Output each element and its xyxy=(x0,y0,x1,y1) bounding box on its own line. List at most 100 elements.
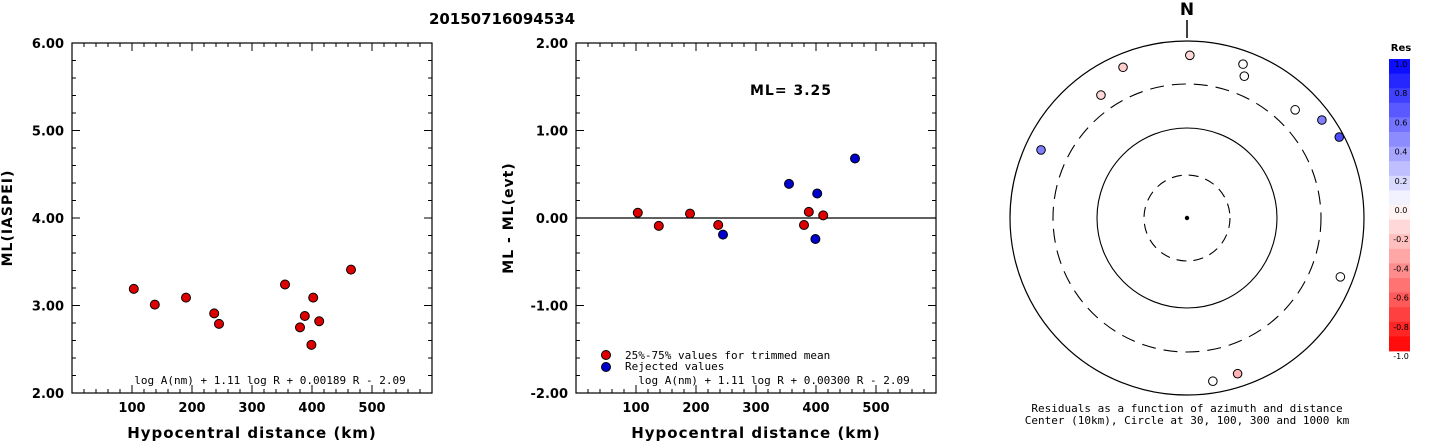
station-point xyxy=(1290,105,1300,115)
station-point xyxy=(1208,376,1218,387)
colorbar-cell xyxy=(1389,59,1410,74)
data-point xyxy=(181,292,191,303)
data-point xyxy=(653,220,664,231)
station-residual-points xyxy=(1036,50,1346,387)
colorbar-cell xyxy=(1389,336,1410,352)
station-point xyxy=(1232,368,1243,379)
plot1-ticks xyxy=(72,43,432,393)
colorbar-cell xyxy=(1389,175,1410,191)
data-point xyxy=(713,220,724,230)
legend-marker-trimmed xyxy=(601,350,611,360)
station-point xyxy=(1317,115,1327,125)
plot2-ml-annotation: ML= 3.25 xyxy=(750,83,832,99)
plot2-legend: 25%-75% values for trimmed mean Rejected… xyxy=(601,349,830,373)
residual-colorbar: Res 1.0 0.8 0.6 0.4 0.2 0.0 -0.2 -0.4 -0.6 -0.8 -1… xyxy=(1389,43,1411,361)
ring-30km xyxy=(1143,174,1231,262)
plot1-frame xyxy=(71,42,433,394)
x-tick-label: 200 xyxy=(682,401,709,416)
colorbar-tick-label: 0.4 xyxy=(1395,148,1408,157)
y-tick-label: 0.00 xyxy=(536,212,568,227)
data-point xyxy=(306,339,317,350)
colorbar-cell xyxy=(1389,190,1410,206)
data-point xyxy=(810,234,821,244)
colorbar-cell xyxy=(1389,205,1410,220)
colorbar-cell xyxy=(1389,161,1410,177)
plot1-y-tick-labels: 2.00 3.00 4.00 5.00 6.00 xyxy=(32,37,64,402)
x-tick-label: 100 xyxy=(118,401,145,416)
plot1-x-tick-labels: 100 200 300 400 500 xyxy=(118,401,385,416)
figure-title: 20150716094534 xyxy=(429,10,575,28)
data-point xyxy=(812,188,823,199)
colorbar-tick-label: 0.2 xyxy=(1395,177,1408,186)
data-point xyxy=(128,283,139,294)
data-point xyxy=(214,318,224,329)
azimuth-residual-map: N Residuals as a function of azimuth and… xyxy=(1009,0,1365,427)
station-point xyxy=(1334,132,1345,142)
plot2-x-axis-label: Hypocentral distance (km) xyxy=(631,424,881,441)
station-point xyxy=(1335,272,1346,282)
data-point xyxy=(346,264,356,275)
colorbar-tick-label: -1.0 xyxy=(1393,352,1409,361)
legend-label-rejected: Rejected values xyxy=(625,360,724,373)
colorbar-tick-label: -0.6 xyxy=(1393,294,1409,303)
colorbar-cell xyxy=(1389,88,1410,104)
station-point xyxy=(1096,90,1106,100)
colorbar-cells xyxy=(1389,59,1410,352)
data-point xyxy=(632,207,643,218)
colorbar-cell xyxy=(1389,146,1410,162)
plot1-y-axis-label: ML(IASPEI) xyxy=(0,170,16,267)
x-tick-label: 400 xyxy=(802,401,829,416)
colorbar-tick-label: 0.0 xyxy=(1395,206,1408,215)
plot1-points xyxy=(128,264,356,350)
residual-distance-plot: 100 200 300 400 500 -2.00 -1.00 0.00 1.00 2.00 M… xyxy=(501,37,937,441)
ring-100km xyxy=(1096,127,1278,309)
colorbar-tick-label: -0.2 xyxy=(1393,235,1409,244)
data-point xyxy=(299,311,310,321)
x-tick-label: 400 xyxy=(298,401,325,416)
polar-caption-line1: Residuals as a function of azimuth and d… xyxy=(1031,402,1342,415)
plot2-ticks xyxy=(576,43,936,393)
ring-300km xyxy=(1052,83,1322,353)
data-point xyxy=(308,292,319,303)
colorbar-tick-label: -0.4 xyxy=(1393,264,1409,273)
legend-label-trimmed: 25%-75% values for trimmed mean xyxy=(625,349,830,362)
colorbar-cell xyxy=(1389,73,1410,89)
colorbar-cell xyxy=(1389,117,1410,133)
y-tick-label: 2.00 xyxy=(32,387,64,402)
station-point xyxy=(1036,145,1046,155)
north-label: N xyxy=(1180,0,1194,20)
colorbar-cell xyxy=(1389,219,1410,235)
colorbar-tick-label: 0.6 xyxy=(1395,118,1408,127)
colorbar-cell xyxy=(1389,102,1410,118)
data-point xyxy=(280,279,290,290)
x-tick-label: 300 xyxy=(742,401,769,416)
polar-caption-line2: Center (10km), Circle at 30, 100, 300 an… xyxy=(1025,414,1350,427)
plot2-y-tick-labels: -2.00 -1.00 0.00 1.00 2.00 xyxy=(531,37,568,402)
colorbar-cell xyxy=(1389,321,1410,337)
ml-distance-plot: 100 200 300 400 500 2.00 3.00 4.00 5.00 6.00 log… xyxy=(0,37,433,441)
y-tick-label: 1.00 xyxy=(536,125,568,140)
plot2-x-tick-labels: 100 200 300 400 500 xyxy=(622,401,889,416)
plot1-formula: log A(nm) + 1.11 log R + 0.00189 R - 2.0… xyxy=(134,374,406,387)
plot2-formula: log A(nm) + 1.11 log R + 0.00300 R - 2.0… xyxy=(638,374,910,387)
colorbar-tick-label: -0.8 xyxy=(1393,323,1409,332)
plot2-points xyxy=(632,153,860,244)
data-point xyxy=(149,299,160,310)
data-point xyxy=(209,308,220,319)
station-point xyxy=(1118,62,1128,73)
colorbar-cell xyxy=(1389,248,1410,264)
y-tick-label: 6.00 xyxy=(32,37,64,52)
colorbar-cell xyxy=(1389,132,1410,147)
station-point xyxy=(1185,50,1195,61)
data-point xyxy=(295,322,305,333)
data-point xyxy=(799,220,809,230)
data-point xyxy=(784,178,794,189)
legend-marker-rejected xyxy=(601,362,611,372)
colorbar-tick-label: 0.8 xyxy=(1395,89,1408,98)
x-tick-label: 500 xyxy=(358,401,385,416)
colorbar-tick-labels: 1.0 0.8 0.6 0.4 0.2 0.0 -0.2 -0.4 -0.6 -0.8 -1.0 xyxy=(1393,60,1409,361)
station-point xyxy=(1239,71,1250,81)
x-tick-label: 100 xyxy=(622,401,649,416)
y-tick-label: 2.00 xyxy=(536,37,568,52)
